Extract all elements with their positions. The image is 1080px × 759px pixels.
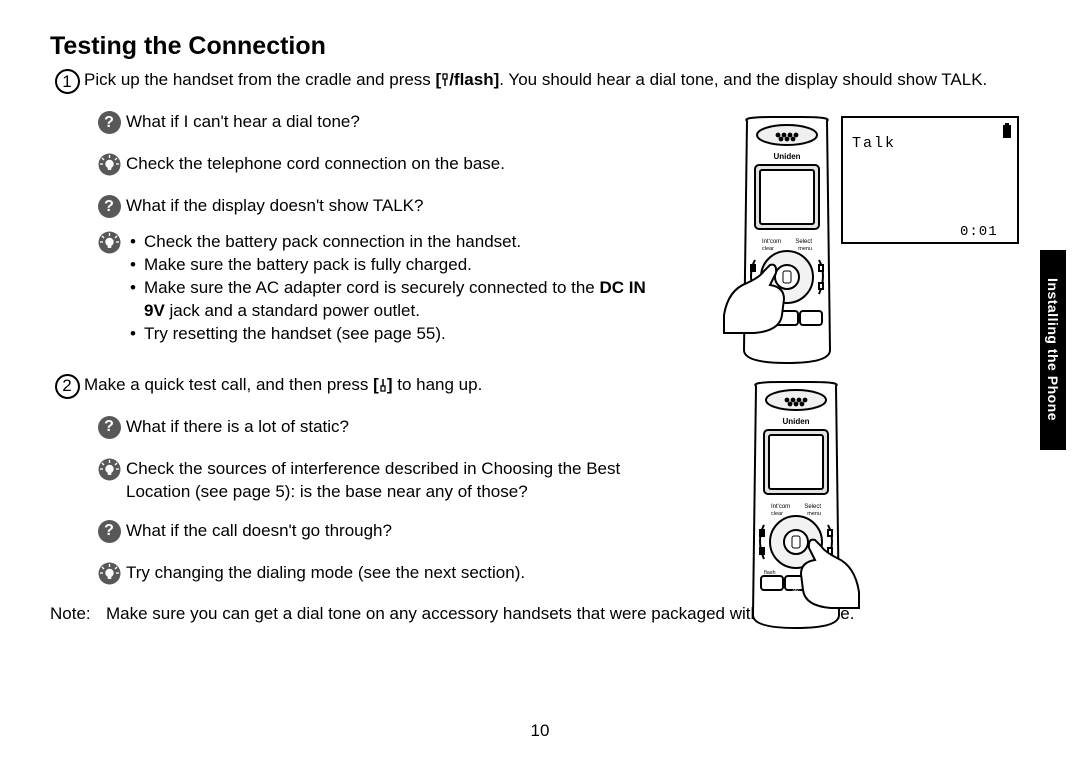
- bullet: Make sure the AC adapter cord is securel…: [144, 277, 650, 323]
- svg-text:clear: clear: [762, 246, 774, 252]
- bullet: Make sure the battery pack is fully char…: [144, 254, 472, 277]
- bulb-icon: [92, 153, 126, 179]
- step-number-1: 1: [50, 69, 84, 95]
- bulb-icon: [92, 231, 126, 257]
- bulb-icon: [92, 458, 126, 484]
- note-label: Note:: [50, 604, 106, 624]
- svg-text:menu: menu: [798, 246, 812, 252]
- page-number: 10: [0, 721, 1080, 741]
- answer-2-bullets: •Check the battery pack connection in th…: [130, 231, 650, 346]
- bulb-icon: [92, 562, 126, 588]
- svg-text:Uniden: Uniden: [773, 152, 800, 161]
- step-number-2: 2: [50, 374, 84, 400]
- manual-page: Testing the Connection 1 Pick up the han…: [0, 0, 1080, 759]
- question-icon: ?: [92, 111, 126, 137]
- talk-key-icon: [441, 73, 449, 87]
- svg-text:abc: abc: [792, 588, 800, 593]
- question-icon: ?: [92, 195, 126, 221]
- display-talk-text: Talk: [852, 135, 896, 152]
- question-2-text: What if the display doesn't show TALK?: [126, 195, 423, 218]
- answer-3-text: Check the sources of interference descri…: [126, 458, 636, 504]
- chapter-tab: Installing the Phone: [1040, 250, 1066, 450]
- question-icon: ?: [92, 416, 126, 442]
- phone-illustration-bottom: Uniden Int'com Select clear menu flash 1: [726, 380, 916, 620]
- display-timer-text: 0:01: [960, 224, 998, 240]
- answer-1-text: Check the telephone cord connection on t…: [126, 153, 505, 176]
- step-1-text: Pick up the handset from the cradle and …: [84, 69, 987, 92]
- svg-text:Int'com: Int'com: [762, 239, 781, 245]
- answer-4-text: Try changing the dialing mode (see the n…: [126, 562, 525, 585]
- end-key-icon: [379, 378, 387, 392]
- phone-illustration-top: Uniden Int'com Select clear menu: [722, 115, 1022, 365]
- step-2-text: Make a quick test call, and then press […: [84, 374, 482, 397]
- svg-text:Select: Select: [804, 504, 821, 510]
- question-4-text: What if the call doesn't go through?: [126, 520, 392, 543]
- chapter-tab-label: Installing the Phone: [1045, 278, 1061, 421]
- svg-text:Uniden: Uniden: [782, 417, 809, 426]
- svg-text:2: 2: [785, 314, 790, 323]
- num: 2: [62, 376, 71, 396]
- svg-text:3: 3: [809, 314, 814, 323]
- question-1-text: What if I can't hear a dial tone?: [126, 111, 360, 134]
- section-title: Testing the Connection: [50, 32, 1030, 61]
- num: 1: [62, 72, 71, 92]
- question-3-text: What if there is a lot of static?: [126, 416, 349, 439]
- question-icon: ?: [92, 520, 126, 546]
- svg-text:1: 1: [770, 579, 775, 588]
- svg-text:menu: menu: [807, 511, 821, 517]
- svg-text:2: 2: [794, 579, 799, 588]
- svg-text:Int'com: Int'com: [771, 504, 790, 510]
- bullet: Check the battery pack connection in the…: [144, 231, 521, 254]
- step-1-row: 1 Pick up the handset from the cradle an…: [50, 69, 1030, 95]
- svg-text:clear: clear: [771, 511, 783, 517]
- bullet: Try resetting the handset (see page 55).: [144, 323, 446, 346]
- svg-text:Select: Select: [795, 239, 812, 245]
